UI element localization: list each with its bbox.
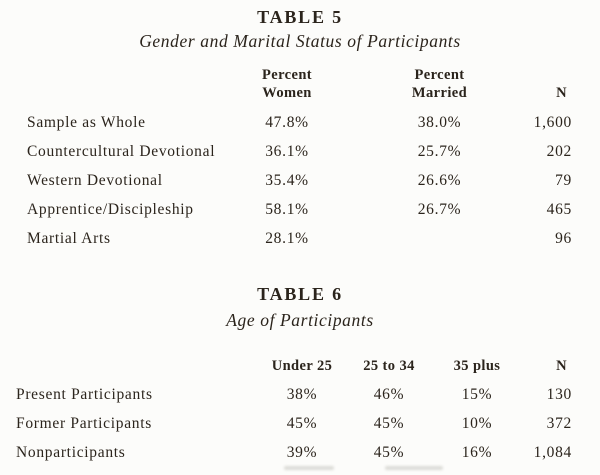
- table5-row-countercultural-devotional: Countercultural Devotional 36.1% 25.7% 2…: [27, 142, 572, 162]
- table6-row-present-participants: Present Participants 38% 46% 15% 130: [16, 385, 572, 405]
- 35-plus-cell: 16%: [461, 444, 493, 461]
- table5-row-apprentice-discipleship: Apprentice/Discipleship 58.1% 26.7% 465: [27, 200, 572, 220]
- n-cell: 1,600: [533, 114, 572, 131]
- under-25-cell: 38%: [286, 386, 318, 403]
- percent-women-cell: 58.1%: [265, 201, 309, 218]
- percent-women-cell: 35.4%: [265, 172, 309, 189]
- table6-header-under-25: Under 25: [271, 358, 333, 374]
- 25-to-34-cell: 46%: [373, 386, 405, 403]
- row-label: Western Devotional: [27, 172, 163, 189]
- row-label: Former Participants: [16, 415, 152, 432]
- table6-header-n: N: [556, 358, 567, 374]
- table5-row-sample-as-whole: Sample as Whole 47.8% 38.0% 1,600: [27, 113, 572, 133]
- percent-women-cell: 28.1%: [265, 230, 309, 247]
- n-cell: 465: [546, 201, 572, 218]
- row-label: Countercultural Devotional: [27, 143, 216, 160]
- table6-row-nonparticipants: Nonparticipants 39% 45% 16% 1,084: [16, 443, 572, 463]
- row-label: Present Participants: [16, 386, 153, 403]
- percent-married-cell: 26.6%: [417, 172, 462, 189]
- table5-row-martial-arts: Martial Arts 28.1% 96: [27, 229, 572, 249]
- table6-header-35-plus: 35 plus: [453, 358, 501, 374]
- percent-women-cell: 36.1%: [265, 143, 309, 160]
- percent-women-cell: 47.8%: [265, 114, 309, 131]
- 25-to-34-cell: 45%: [373, 415, 405, 432]
- table5-header-n: N: [556, 85, 567, 101]
- table5-header-percent-women-line2: Women: [262, 85, 312, 101]
- table5-title: TABLE 5: [257, 7, 343, 27]
- n-cell: 202: [546, 143, 572, 160]
- row-label: Nonparticipants: [16, 444, 126, 461]
- row-label: Apprentice/Discipleship: [27, 201, 194, 218]
- table6-subtitle: Age of Participants: [226, 310, 374, 330]
- table5-header-row: Percent Women Percent Married N: [27, 66, 572, 102]
- under-25-cell: 45%: [286, 415, 318, 432]
- table6-header-25-to-34: 25 to 34: [363, 358, 415, 374]
- cut-off-next-line-ghost: [284, 466, 334, 470]
- row-label: Sample as Whole: [27, 114, 146, 131]
- table5-header-spacer: [27, 66, 222, 102]
- table5-header-percent-women-line1: Percent: [261, 67, 313, 83]
- 35-plus-cell: 15%: [461, 386, 493, 403]
- n-cell: 79: [555, 172, 572, 189]
- percent-married-cell: 26.7%: [417, 201, 462, 218]
- n-cell: 1,084: [533, 444, 572, 461]
- row-label: Martial Arts: [27, 230, 111, 247]
- n-cell: 96: [555, 230, 572, 247]
- table5-header-percent-women: Percent Women: [222, 66, 352, 102]
- cut-off-next-line-ghost: [385, 466, 443, 470]
- table5-header-percent-married-line1: Percent: [414, 67, 465, 83]
- 25-to-34-cell: 45%: [373, 444, 405, 461]
- n-cell: 372: [546, 415, 572, 432]
- table6-header-spacer: [16, 357, 252, 375]
- table5-row-western-devotional: Western Devotional 35.4% 26.6% 79: [27, 171, 572, 191]
- table6-title: TABLE 6: [257, 284, 343, 304]
- 35-plus-cell: 10%: [461, 415, 493, 432]
- n-cell: 130: [546, 386, 572, 403]
- percent-married-cell: 38.0%: [417, 114, 462, 131]
- under-25-cell: 39%: [286, 444, 318, 461]
- percent-married-cell: [352, 229, 527, 249]
- percent-married-cell: 25.7%: [417, 143, 462, 160]
- table6-header-row: Under 25 25 to 34 35 plus N: [16, 357, 572, 375]
- table5-subtitle: Gender and Marital Status of Participant…: [139, 31, 461, 51]
- table6-row-former-participants: Former Participants 45% 45% 10% 372: [16, 414, 572, 434]
- table5-header-percent-married: Percent Married: [352, 66, 527, 102]
- table5-header-percent-married-line2: Married: [411, 85, 468, 101]
